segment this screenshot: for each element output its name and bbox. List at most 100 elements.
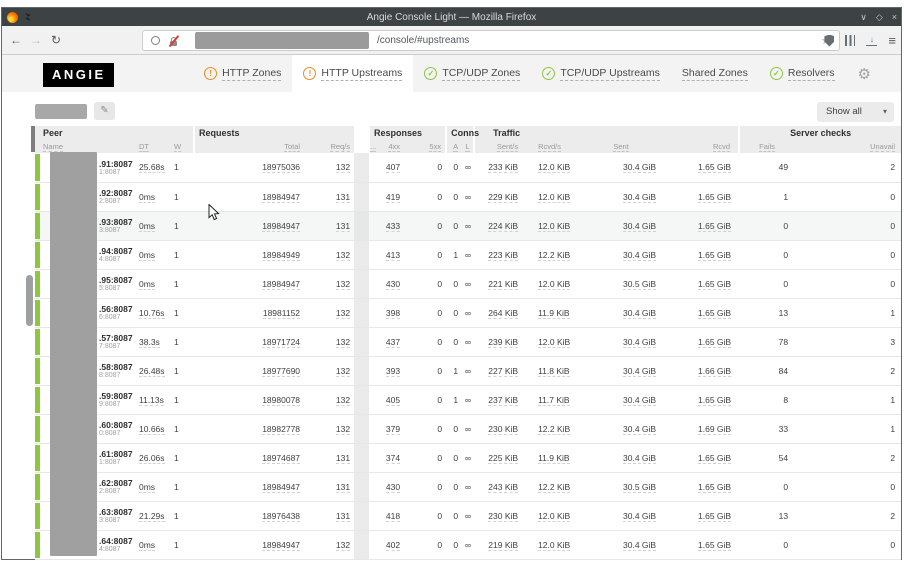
table-row[interactable]: .94:80874:80870ms11898494913241301∞223 K… (35, 240, 901, 269)
peer-status-bar (35, 358, 40, 384)
cell-dt: 26.48s (137, 356, 172, 385)
cell-value: 0ms (139, 250, 155, 261)
column-header-a: A (453, 142, 458, 152)
cell-rcvd_s: 12.0 KiB (522, 530, 578, 559)
tracking-protection-icon[interactable] (151, 36, 160, 45)
forward-icon[interactable]: → (26, 33, 46, 47)
cell-value: ∞ (465, 424, 471, 434)
cell-value: 30.4 GiB (623, 540, 656, 551)
cell-a: 0 (446, 327, 462, 356)
cell-value: 1.65 GiB (698, 482, 731, 493)
cell-value: 0 (437, 511, 442, 521)
cell-sent_s: 237 KiB (474, 385, 522, 414)
cell-value: 227 KiB (488, 366, 518, 377)
table-row[interactable]: .59:80879:808711.13s11898007813240501∞23… (35, 385, 901, 414)
cell-reqs: 131 (304, 182, 354, 211)
cell-sent: 30.5 GiB (578, 472, 664, 501)
tab-shared-zones[interactable]: Shared Zones (671, 55, 759, 92)
peer-subname: 9:8087 (99, 401, 137, 409)
peer-status-bar (35, 213, 40, 239)
cell-fails: 78 (739, 327, 794, 356)
table-row[interactable]: .63:80873:808721.29s11897643813141800∞23… (35, 501, 901, 530)
titlebar: Angie Console Light — Mozilla Firefox ∨ … (2, 8, 901, 26)
cell-value: 12.0 KiB (538, 279, 570, 290)
cell-dt: 10.66s (137, 414, 172, 443)
cell-fails: 13 (739, 298, 794, 327)
reload-icon[interactable]: ↻ (46, 33, 66, 47)
cell-value: 1 (174, 540, 179, 550)
peer-status-bar (35, 184, 40, 210)
cell-sent_s: 264 KiB (474, 298, 522, 327)
edit-button[interactable]: ✎ (94, 102, 115, 120)
cell-value: 11.13s (139, 395, 164, 406)
cell-w: 1 (172, 211, 194, 240)
table-row[interactable]: .58:80878:808726.48s11897769013239301∞22… (35, 356, 901, 385)
table-row[interactable]: .92:80872:80870ms11898494713141900∞229 K… (35, 182, 901, 211)
table-row[interactable]: .62:80872:80870ms11898494713143000∞243 K… (35, 472, 901, 501)
tab-resolvers[interactable]: ✓Resolvers (759, 55, 846, 92)
tab-tcp-udp-upstreams[interactable]: ✓TCP/UDP Upstreams (531, 55, 671, 92)
tab-http-zones[interactable]: !HTTP Zones (193, 55, 292, 92)
cell-r4xx: 405 (382, 385, 404, 414)
cell-r4xx: 374 (382, 443, 404, 472)
column-header-total: Total (284, 142, 300, 152)
gear-icon[interactable]: ⚙ (846, 55, 873, 92)
cell-value: 1 (174, 453, 179, 463)
cell-value: 237 KiB (488, 395, 518, 406)
column-header-reqs: Req/s (330, 142, 350, 152)
table-row[interactable]: .56:80876:808710.76s11898115213239800∞26… (35, 298, 901, 327)
cell-r4xx: 398 (382, 298, 404, 327)
url-bar[interactable]: /console/#upstreams ☆ (142, 30, 840, 51)
menu-icon[interactable]: ≡ (888, 34, 896, 47)
tab-label: TCP/UDP Zones (442, 67, 520, 81)
cell-value: 12.0 KiB (538, 162, 570, 173)
cell-value: 0 (890, 221, 895, 231)
cell-unavail: 0 (794, 240, 901, 269)
cell-reqs: 132 (304, 356, 354, 385)
table-row[interactable]: .61:80871:808726.06s11897468713137400∞22… (35, 443, 901, 472)
library-icon[interactable] (845, 35, 855, 46)
cell-sent: 30.4 GiB (578, 530, 664, 559)
cell-r5xx: 0 (404, 501, 446, 530)
cell-value: 223 KiB (488, 250, 518, 261)
minimize-button[interactable]: ∨ (860, 13, 867, 22)
table-row[interactable]: .60:80870:808710.66s11898277813237900∞23… (35, 414, 901, 443)
cell-value: 131 (336, 192, 350, 203)
shield-icon[interactable] (824, 35, 834, 47)
back-icon[interactable]: ← (6, 33, 26, 47)
group-spacer (354, 443, 369, 472)
table-row[interactable]: .64:80874:80870ms11898494713240200∞219 K… (35, 530, 901, 559)
cell-value: 0 (437, 192, 442, 202)
table-row[interactable]: .93:80873:80870ms11898494713143300∞224 K… (35, 211, 901, 240)
tab-http-upstreams[interactable]: !HTTP Upstreams (292, 55, 413, 92)
cell-rcvd: 1.65 GiB (664, 385, 739, 414)
cell-value: 3 (890, 337, 895, 347)
show-all-select[interactable]: Show all ▾ (817, 102, 894, 122)
tab-tcp-udp-zones[interactable]: ✓TCP/UDP Zones (413, 55, 531, 92)
cell-a: 0 (446, 501, 462, 530)
cell-dots (369, 501, 382, 530)
table-row[interactable]: .95:80875:80870ms11898494713243000∞221 K… (35, 269, 901, 298)
table-row[interactable]: .91:80871:808725.68s11897503613240700∞23… (35, 153, 901, 182)
insecure-lock-icon[interactable] (169, 35, 179, 47)
table-row[interactable]: .57:80877:808738.3s11897172413243700∞239… (35, 327, 901, 356)
cell-dt: 0ms (137, 240, 172, 269)
cell-fails: 33 (739, 414, 794, 443)
peer-name: .91:8087 (99, 158, 137, 169)
cell-value: 1 (174, 221, 179, 231)
scrollbar-thumb[interactable] (26, 275, 33, 326)
restore-button[interactable]: ◇ (876, 13, 883, 22)
table-header: PeerRequestsResponsesConnsTrafficServer … (35, 126, 901, 153)
cell-l: ∞ (462, 182, 474, 211)
cell-value: 407 (386, 162, 400, 173)
cell-w: 1 (172, 269, 194, 298)
cell-rcvd_s: 11.9 KiB (522, 443, 578, 472)
cell-value: 0 (783, 279, 788, 289)
cell-sent: 30.4 GiB (578, 443, 664, 472)
group-header-responses: Responses (369, 126, 446, 140)
tab-label: Shared Zones (682, 67, 748, 81)
cell-value: 1 (453, 366, 458, 376)
close-button[interactable]: × (892, 13, 897, 22)
save-tray-icon[interactable]: ↓ (866, 35, 877, 46)
cell-value: 0 (890, 482, 895, 492)
